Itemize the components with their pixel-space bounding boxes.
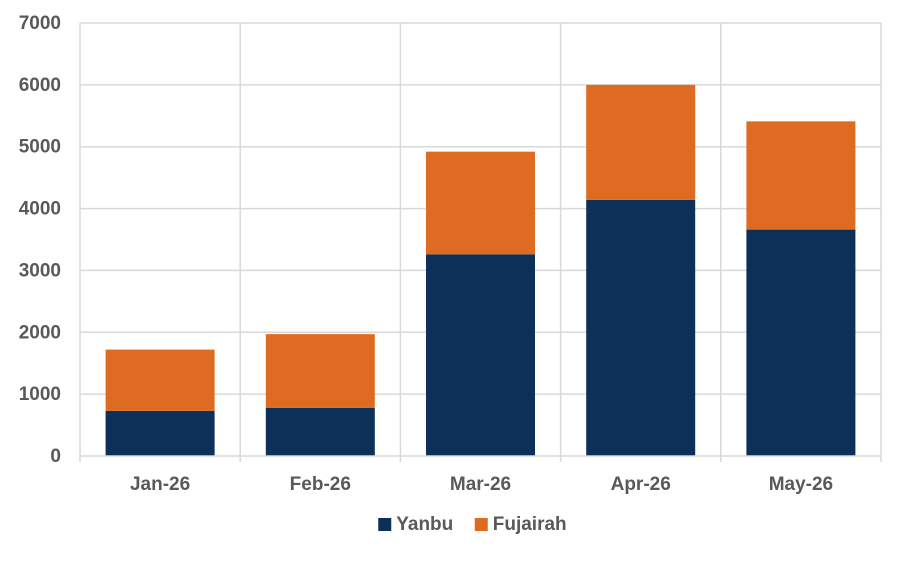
bar-fujairah-may-26 [746,121,856,230]
y-tick-label: 7000 [19,13,61,34]
bar-fujairah-feb-26 [265,334,375,408]
legend-swatch-fujairah [474,518,488,531]
y-tick-label: 2000 [19,322,61,343]
x-tick-label: Jan-26 [130,474,190,495]
y-tick-label: 3000 [19,260,61,281]
legend-swatch-yanbu [378,518,392,531]
bar-fujairah-mar-26 [426,151,535,255]
bar-yanbu-feb-26 [265,407,375,456]
x-tick-label: Mar-26 [450,474,511,495]
y-tick-label: 0 [50,446,61,467]
legend: Yanbu Fujairah [378,514,567,535]
grid-layer [79,22,882,462]
bar-yanbu-jan-26 [105,410,215,456]
axis-layer: 0 1000 2000 3000 4000 5000 6000 7000 Jan-26 Feb-2… [19,13,881,495]
y-tick-label: 1000 [19,384,61,405]
y-tick-label: 6000 [19,75,61,96]
x-tick-label: Feb-26 [290,474,351,495]
bars-layer [105,84,856,456]
x-tick-label: Apr-26 [611,474,671,495]
bar-fujairah-apr-26 [586,84,696,200]
bar-fujairah-jan-26 [105,349,215,411]
y-tick-label: 4000 [19,199,61,220]
bar-yanbu-may-26 [746,229,856,456]
legend-label-yanbu: Yanbu [396,514,453,535]
bar-yanbu-apr-26 [586,199,696,456]
x-tick-label: May-26 [769,474,833,495]
y-tick-label: 5000 [19,137,61,158]
legend-label-fujairah: Fujairah [493,514,567,535]
bar-yanbu-mar-26 [426,254,535,456]
